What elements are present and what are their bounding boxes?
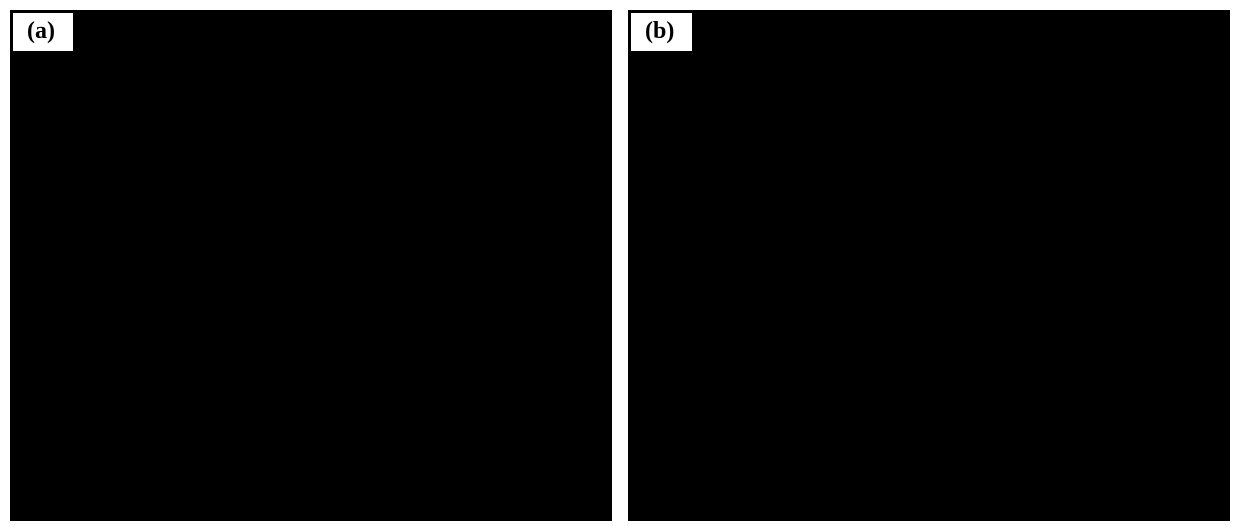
figure-panels-container: (a) (b) <box>10 10 1230 521</box>
figure-panel-b: (b) <box>628 10 1230 521</box>
figure-panel-a: (a) <box>10 10 612 521</box>
panel-label-a: (a) <box>13 13 73 51</box>
panel-label-b: (b) <box>631 13 692 51</box>
